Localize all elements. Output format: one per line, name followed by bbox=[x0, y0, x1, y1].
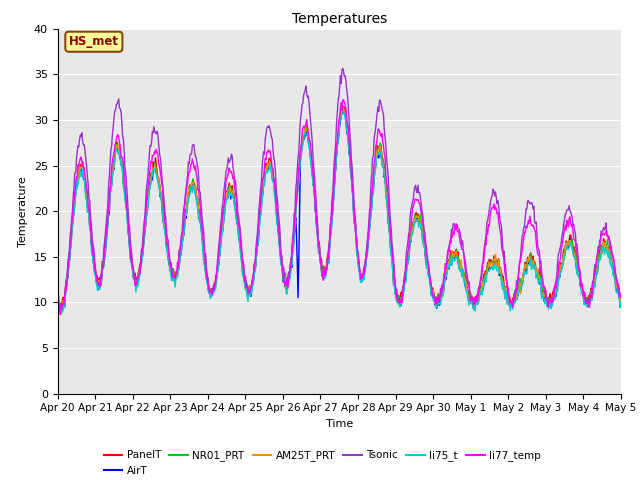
Title: Temperatures: Temperatures bbox=[292, 12, 387, 26]
PanelT bbox=[65, 256, 72, 262]
Line: li75_t: li75_t bbox=[58, 111, 621, 312]
li75_t bbox=[123, 206, 131, 212]
Tsonic bbox=[210, 283, 218, 288]
li75_t bbox=[338, 108, 346, 114]
PanelT bbox=[410, 219, 417, 225]
NR01_PRT bbox=[617, 293, 625, 299]
NR01_PRT bbox=[425, 271, 433, 276]
Tsonic bbox=[410, 197, 417, 203]
li77_temp bbox=[410, 204, 417, 210]
AirT bbox=[210, 288, 218, 294]
AirT bbox=[426, 273, 433, 279]
X-axis label: Time: Time bbox=[326, 419, 353, 429]
AirT bbox=[58, 308, 65, 313]
AM25T_PRT bbox=[65, 264, 72, 270]
li77_temp bbox=[123, 203, 131, 209]
li75_t bbox=[58, 310, 65, 315]
AM25T_PRT bbox=[617, 295, 625, 300]
li75_t bbox=[410, 228, 417, 233]
PanelT bbox=[617, 295, 625, 300]
AM25T_PRT bbox=[180, 226, 188, 231]
AM25T_PRT bbox=[410, 222, 417, 228]
li77_temp bbox=[180, 221, 188, 227]
AM25T_PRT bbox=[54, 300, 61, 306]
Legend: PanelT, AirT, NR01_PRT, AM25T_PRT, Tsonic, li75_t, li77_temp: PanelT, AirT, NR01_PRT, AM25T_PRT, Tsoni… bbox=[99, 446, 545, 480]
AirT bbox=[340, 109, 348, 115]
Tsonic bbox=[65, 254, 72, 260]
PanelT bbox=[54, 292, 61, 298]
Line: NR01_PRT: NR01_PRT bbox=[58, 108, 621, 309]
PanelT bbox=[180, 226, 188, 232]
AirT bbox=[180, 232, 188, 238]
PanelT bbox=[123, 201, 131, 207]
PanelT bbox=[57, 303, 65, 309]
li77_temp bbox=[56, 312, 64, 318]
li77_temp bbox=[617, 293, 625, 299]
AirT bbox=[617, 298, 625, 304]
AirT bbox=[123, 206, 131, 212]
NR01_PRT bbox=[209, 287, 216, 293]
NR01_PRT bbox=[54, 298, 61, 303]
Line: li77_temp: li77_temp bbox=[58, 100, 621, 315]
PanelT bbox=[338, 101, 346, 107]
li75_t bbox=[617, 299, 625, 304]
li75_t bbox=[65, 265, 72, 271]
NR01_PRT bbox=[408, 229, 416, 235]
Tsonic bbox=[617, 290, 625, 296]
AirT bbox=[65, 264, 72, 270]
PanelT bbox=[426, 274, 433, 279]
Tsonic bbox=[339, 66, 347, 72]
NR01_PRT bbox=[179, 232, 187, 238]
Tsonic bbox=[180, 206, 188, 212]
NR01_PRT bbox=[339, 105, 347, 110]
AirT bbox=[410, 220, 417, 226]
Tsonic bbox=[123, 181, 131, 187]
NR01_PRT bbox=[122, 197, 129, 203]
Tsonic bbox=[426, 275, 433, 280]
Line: Tsonic: Tsonic bbox=[58, 69, 621, 311]
AM25T_PRT bbox=[338, 103, 346, 108]
li75_t bbox=[54, 307, 61, 312]
li75_t bbox=[426, 277, 433, 283]
Text: HS_met: HS_met bbox=[69, 35, 119, 48]
li77_temp bbox=[339, 97, 347, 103]
li75_t bbox=[180, 231, 188, 237]
li77_temp bbox=[210, 288, 218, 294]
AM25T_PRT bbox=[210, 282, 218, 288]
li77_temp bbox=[426, 274, 433, 279]
AirT bbox=[54, 301, 61, 307]
AM25T_PRT bbox=[58, 311, 65, 317]
AM25T_PRT bbox=[123, 205, 131, 211]
Line: PanelT: PanelT bbox=[58, 104, 621, 306]
Line: AM25T_PRT: AM25T_PRT bbox=[58, 106, 621, 314]
Line: AirT: AirT bbox=[58, 112, 621, 311]
li75_t bbox=[210, 290, 218, 296]
Tsonic bbox=[58, 308, 65, 314]
Y-axis label: Temperature: Temperature bbox=[18, 176, 28, 247]
PanelT bbox=[210, 285, 218, 290]
Tsonic bbox=[54, 296, 61, 301]
li77_temp bbox=[54, 299, 61, 304]
NR01_PRT bbox=[64, 269, 72, 275]
NR01_PRT bbox=[470, 306, 477, 312]
li77_temp bbox=[65, 259, 72, 265]
AM25T_PRT bbox=[426, 274, 433, 279]
